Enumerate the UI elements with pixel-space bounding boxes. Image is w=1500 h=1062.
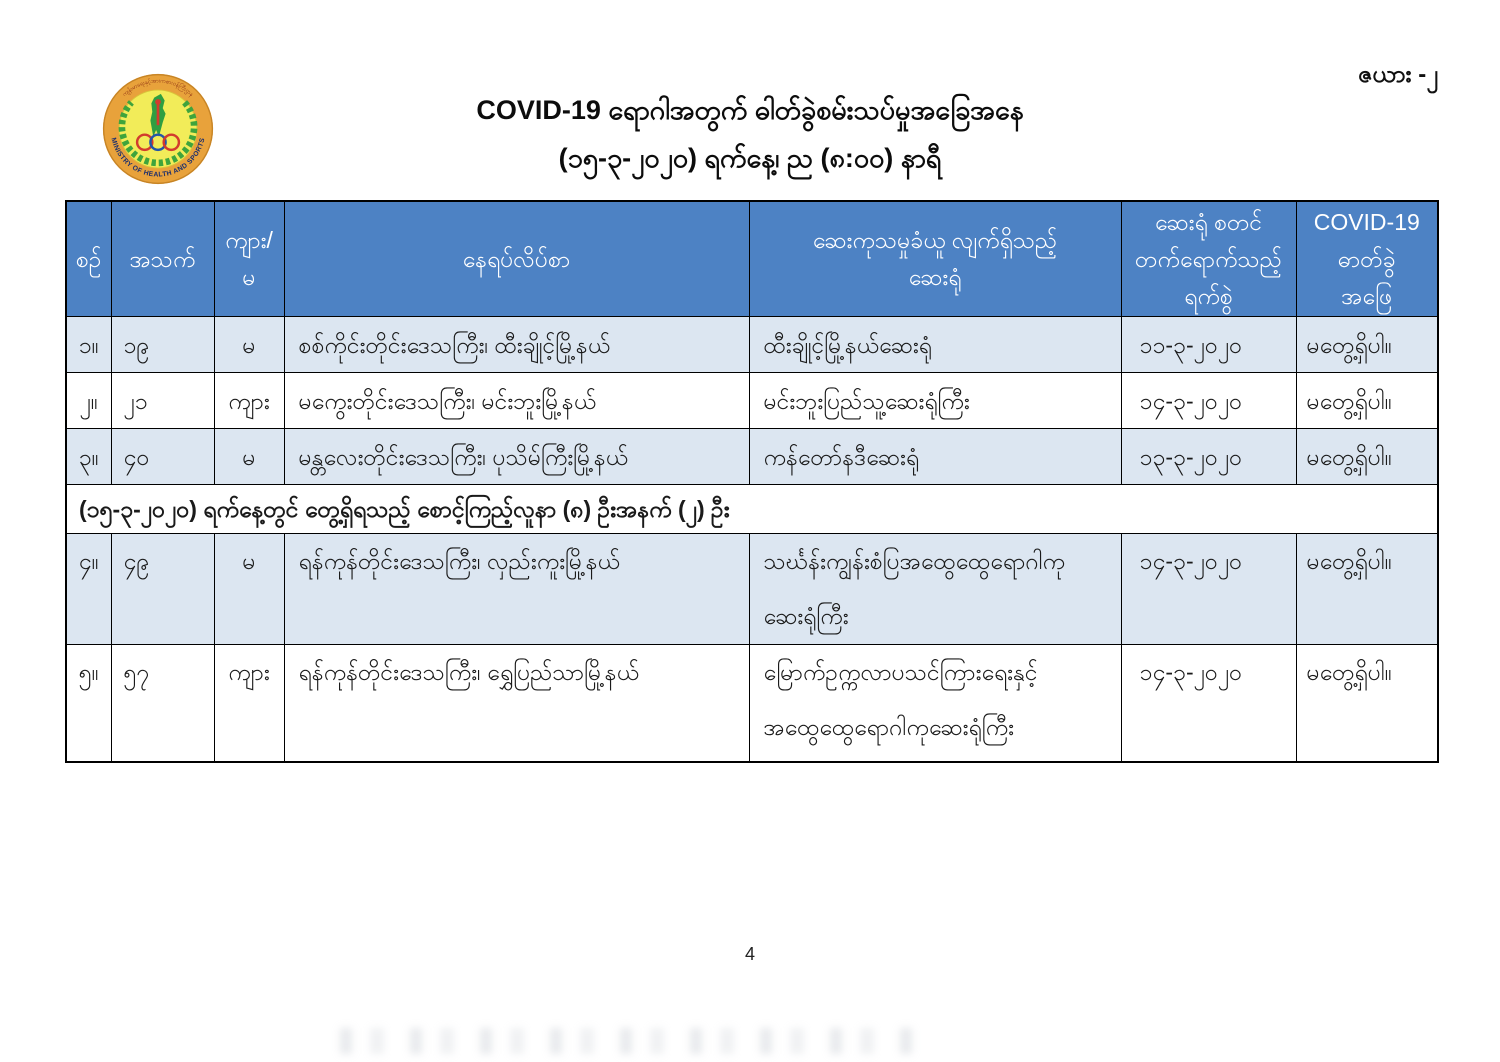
cell-hospital: ကန်တော်နဒီဆေးရုံ [748,428,1122,486]
cell-lab-result: မတွေ့ရှိပါ။ [1295,372,1439,430]
scan-bleed-artifact [340,1028,920,1054]
cell-age: ၅၇ [110,643,215,763]
table-row: ၅။ ၅၇ ကျား ရန်ကုန်တိုင်းဒေသကြီး၊ ရွှေပြည… [65,643,1439,763]
cell-serial: ၄။ [65,533,112,645]
cell-admission-date: ၁၃-၃-၂၀၂၀ [1120,428,1297,486]
covid-lab-results-table: စဉ် အသက် ကျား/ မ နေရပ်လိပ်စာ ဆေးကုသမှုခံ… [65,200,1439,764]
cell-address: မကွေးတိုင်းဒေသကြီး၊ မင်းဘူးမြို့နယ် [283,372,750,430]
table-note-row: (၁၅-၃-၂၀၂၀) ရက်နေ့တွင် တွေ့ရှိရသည့် စောင… [65,484,1439,535]
col-header-address: နေရပ်လိပ်စာ [283,200,750,318]
ministry-of-health-and-sports-logo: ကျန်းမာရေးနှင့်အားကစားဝန်ကြီးဌာန MINISTR… [99,72,217,186]
cell-address: ရန်ကုန်တိုင်းဒေသကြီး၊ လှည်းကူးမြို့နယ် [283,533,750,645]
cell-hospital: သင်္ဃန်းကျွန်းစံပြအထွေထွေရောဂါကု ဆေးရုံက… [748,533,1122,645]
cell-address: မန္တလေးတိုင်းဒေသကြီး၊ ပုသိမ်ကြီးမြို့နယ် [283,428,750,486]
cell-serial: ၃။ [65,428,112,486]
cell-address: စစ်ကိုင်းတိုင်းဒေသကြီး၊ ထီးချိုင့်မြို့န… [283,316,750,374]
cell-lab-result: မတွေ့ရှိပါ။ [1295,428,1439,486]
cell-sex: မ [213,533,285,645]
cell-admission-date: ၁၄-၃-၂၀၂၀ [1120,643,1297,763]
col-header-admission-date: ဆေးရုံ စတင် တက်ရောက်သည့် ရက်စွဲ [1120,200,1297,318]
cell-serial: ၅။ [65,643,112,763]
cell-age: ၄၀ [110,428,215,486]
col-header-lab-result: COVID-19 ဓာတ်ခွဲ အဖြေ [1295,200,1439,318]
cell-serial: ၂။ [65,372,112,430]
cell-admission-date: ၁၄-၃-၂၀၂၀ [1120,372,1297,430]
cell-sex: မ [213,428,285,486]
cell-sex: ကျား [213,643,285,763]
col-header-serial: စဉ် [65,200,112,318]
cell-serial: ၁။ [65,316,112,374]
ministry-seal-icon: ကျန်းမာရေးနှင့်အားကစားဝန်ကြီးဌာန MINISTR… [102,73,214,185]
cell-admission-date: ၁၁-၃-၂၀၂၀ [1120,316,1297,374]
cell-lab-result: မတွေ့ရှိပါ။ [1295,533,1439,645]
document-subtitle-date: (၁၅-၃-၂၀၂၀) ရက်နေ့၊ ည (၈:၀၀) နာရီ [558,143,942,173]
cell-sex: မ [213,316,285,374]
table-row: ၂။ ၂၁ ကျား မကွေးတိုင်းဒေသကြီး၊ မင်းဘူးမြ… [65,372,1439,430]
table-row: ၄။ ၄၉ မ ရန်ကုန်တိုင်းဒေသကြီး၊ လှည်းကူးမြ… [65,533,1439,645]
cell-sex: ကျား [213,372,285,430]
col-header-age: အသက် [110,200,215,318]
cell-age: ၂၁ [110,372,215,430]
cell-admission-date: ၁၄-၃-၂၀၂၀ [1120,533,1297,645]
document-title: COVID-19 ရောဂါအတွက် ဓါတ်ခွဲစမ်းသပ်မှုအခြ… [476,95,1024,125]
cell-age: ၁၉ [110,316,215,374]
col-header-sex: ကျား/ မ [213,200,285,318]
table-row: ၃။ ၄၀ မ မန္တလေးတိုင်းဒေသကြီး၊ ပုသိမ်ကြီး… [65,428,1439,486]
cell-lab-result: မတွေ့ရှိပါ။ [1295,643,1439,763]
cell-age: ၄၉ [110,533,215,645]
cell-hospital: မြောက်ဥက္ကလာပသင်ကြားရေးနှင့် အထွေထွေရောဂ… [748,643,1122,763]
cell-lab-result: မတွေ့ရှိပါ။ [1295,316,1439,374]
document-title-block: COVID-19 ရောဂါအတွက် ဓါတ်ခွဲစမ်းသပ်မှုအခြ… [0,97,1500,172]
table-header-row: စဉ် အသက် ကျား/ မ နေရပ်လိပ်စာ ဆေးကုသမှုခံ… [65,200,1439,318]
note-row-text: (၁၅-၃-၂၀၂၀) ရက်နေ့တွင် တွေ့ရှိရသည့် စောင… [65,484,1439,535]
cell-hospital: ထီးချိုင့်မြို့နယ်ဆေးရုံ [748,316,1122,374]
col-header-hospital: ဆေးကုသမှုခံယူ လျက်ရှိသည့် ဆေးရုံ [748,200,1122,318]
cell-address: ရန်ကုန်တိုင်းဒေသကြီး၊ ရွှေပြည်သာမြို့နယ် [283,643,750,763]
table-row: ၁။ ၁၉ မ စစ်ကိုင်းတိုင်းဒေသကြီး၊ ထီးချိုင… [65,316,1439,374]
table-corner-label: ဇယား -၂ [1358,61,1438,88]
page-number: 4 [744,944,755,964]
cell-hospital: မင်းဘူးပြည်သူ့ဆေးရုံကြီး [748,372,1122,430]
